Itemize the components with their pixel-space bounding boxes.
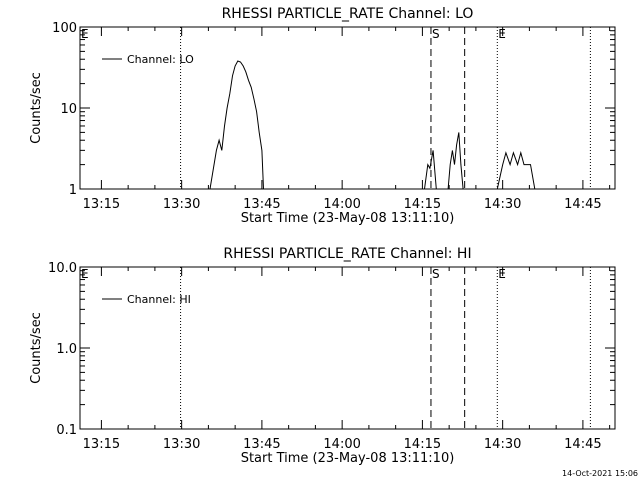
x-tick-label: 13:15 [83, 197, 120, 212]
y-tick-label: 0.1 [56, 423, 77, 438]
y-axis-label: Counts/sec [29, 312, 44, 384]
x-tick-label: 13:45 [243, 197, 280, 212]
legend-label: Channel: HI [127, 293, 191, 306]
series-line-segment [424, 150, 437, 190]
marker-label-E: E [81, 267, 89, 281]
marker-label-S: S [432, 27, 440, 41]
marker-label-E: E [81, 27, 89, 41]
x-tick-label: 14:00 [323, 437, 360, 452]
x-tick-label: 13:15 [83, 437, 120, 452]
x-tick-label: 14:45 [564, 197, 601, 212]
chart-title: RHESSI PARTICLE_RATE Channel: LO [222, 6, 474, 22]
marker-label-S: S [432, 267, 440, 281]
y-axis-label: Counts/sec [29, 72, 44, 144]
marker-label-E: E [498, 267, 506, 281]
x-tick-label: 14:30 [484, 197, 521, 212]
x-tick-label: 13:45 [243, 437, 280, 452]
x-tick-label: 14:00 [323, 197, 360, 212]
x-tick-label: 14:30 [484, 437, 521, 452]
y-tick-label: 1 [69, 183, 77, 198]
x-axis-label: Start Time (23-May-08 13:11:10) [241, 211, 455, 226]
series-line-segment [209, 60, 264, 190]
x-tick-label: 13:30 [163, 437, 200, 452]
chart-panel-1: RHESSI PARTICLE_RATE Channel: LO 1 10 100 13… [29, 6, 616, 226]
footer-timestamp: 14-Oct-2021 15:06 [562, 469, 638, 478]
marker-label-E: E [498, 27, 506, 41]
y-tick-label: 10.0 [48, 261, 77, 276]
series-line-segment [496, 150, 536, 190]
series-line-segment [447, 132, 464, 190]
y-tick-label: 10 [60, 102, 77, 117]
legend-label: Channel: LO [127, 53, 194, 66]
x-axis-label: Start Time (23-May-08 13:11:10) [241, 451, 455, 466]
y-tick-label: 1.0 [56, 342, 77, 357]
chart-title: RHESSI PARTICLE_RATE Channel: HI [223, 246, 471, 262]
x-tick-label: 14:15 [404, 197, 441, 212]
x-tick-label: 14:45 [564, 437, 601, 452]
plot-frame [79, 26, 616, 190]
y-tick-label: 100 [52, 21, 77, 36]
x-tick-label: 14:15 [404, 437, 441, 452]
chart-panel-2: RHESSI PARTICLE_RATE Channel: HI 0.1 1.0 10… [29, 246, 616, 466]
plot-frame [79, 266, 616, 430]
x-tick-label: 13:30 [163, 197, 200, 212]
